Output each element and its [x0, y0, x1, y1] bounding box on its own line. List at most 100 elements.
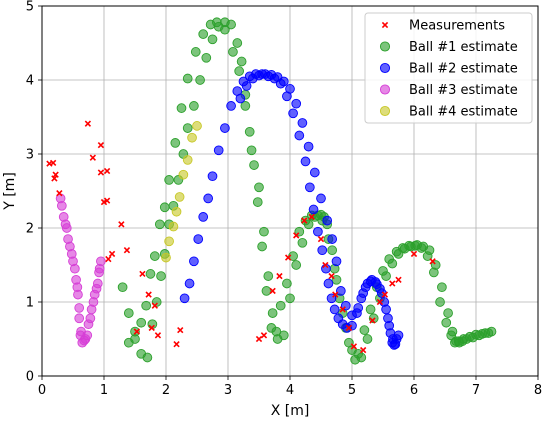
ball-2-estimate-point: [295, 131, 304, 140]
ball-1-estimate-point: [276, 301, 285, 310]
ball-3-estimate-point: [89, 298, 98, 307]
ball-2-estimate-point: [194, 235, 203, 244]
ball-1-estimate-point: [250, 161, 259, 170]
ball-2-estimate-point: [199, 213, 208, 222]
ball-1-estimate-point: [484, 329, 493, 338]
ball-3-estimate-point: [86, 314, 95, 323]
ball-2-estimate-point: [289, 109, 298, 118]
x-tick-label: 6: [410, 383, 418, 398]
ball-3-estimate-point: [73, 283, 82, 292]
ball-1-estimate-point: [264, 272, 273, 281]
ball-1-estimate-point: [283, 279, 292, 288]
ball-1-estimate-point: [268, 309, 277, 318]
ball-2-estimate-point: [328, 235, 337, 244]
ball-2-estimate-point: [318, 246, 327, 255]
ball-1-estimate-point: [438, 283, 447, 292]
ball-4-estimate-point: [179, 170, 188, 179]
ball-1-estimate-point: [212, 18, 221, 27]
ball-2-estimate-point: [317, 194, 326, 203]
ball-1-estimate-point: [196, 76, 205, 85]
ball-2-estimate-point: [208, 172, 217, 181]
ball-1-estimate-point: [221, 25, 230, 34]
ball-1-estimate-point: [262, 287, 271, 296]
ball-2-estimate-point: [314, 227, 323, 236]
ball-2-estimate-point: [305, 183, 314, 192]
ball-1-estimate-point: [177, 104, 186, 113]
y-tick-label: 0: [26, 370, 34, 385]
ball-1-estimate-point: [260, 227, 269, 236]
ball-2-estimate-point: [190, 257, 199, 266]
ball-4-estimate-point: [193, 121, 202, 130]
y-tick-label: 3: [26, 148, 34, 163]
ball-1-estimate-point: [229, 47, 238, 56]
ball-1-estimate-point: [442, 318, 451, 327]
x-tick-label: 8: [534, 383, 542, 398]
ball-1-estimate-point: [245, 127, 254, 136]
ball-1-estimate-point: [183, 74, 192, 83]
x-tick-label: 0: [38, 383, 46, 398]
ball-1-estimate-point: [190, 102, 199, 111]
ball-1-estimate-point: [202, 53, 211, 62]
legend-label: Ball #1 estimate: [409, 40, 518, 55]
ball-2-estimate-point: [348, 311, 357, 320]
ball-1-estimate-point: [429, 268, 438, 277]
ball-1-estimate-point: [379, 267, 388, 276]
ball-1-estimate-point: [124, 338, 133, 347]
ball-1-estimate-point: [385, 255, 394, 264]
ball-2-estimate-point: [279, 77, 288, 86]
ball-1-estimate-point: [292, 261, 301, 270]
ball-3-estimate-point: [83, 331, 92, 340]
ball-2-estimate-point: [310, 168, 319, 177]
legend-label: Measurements: [409, 19, 505, 34]
ball-1-estimate-point: [436, 298, 445, 307]
ball-2-estimate-point: [236, 94, 245, 103]
ball-2-estimate-point: [286, 84, 295, 93]
ball-1-estimate-point: [298, 238, 307, 247]
ball-2-estimate-point: [292, 99, 301, 108]
ball-1-estimate-point: [143, 353, 152, 362]
ball-1-estimate-point: [142, 301, 151, 310]
ball-1-estimate-point: [237, 57, 246, 66]
ball-2-estimate-point: [377, 289, 386, 298]
ball-3-estimate-point: [67, 250, 76, 259]
ball-2-estimate-point: [324, 279, 333, 288]
ball-1-estimate-point: [328, 246, 337, 255]
ball-3-estimate-point: [95, 264, 104, 273]
ball-1-estimate-point: [191, 47, 200, 56]
ball-2-estimate-point: [304, 142, 313, 151]
y-tick-label: 4: [26, 74, 34, 89]
ball-2-estimate-point: [185, 279, 194, 288]
ball-4-estimate-point: [165, 237, 174, 246]
ball-1-estimate-point: [146, 269, 155, 278]
ball-1-estimate-point: [155, 220, 164, 229]
ball-1-estimate-point: [253, 198, 262, 207]
ball-3-estimate-point: [61, 220, 70, 229]
ball-2-estimate-point: [336, 287, 345, 296]
legend: MeasurementsBall #1 estimateBall #2 esti…: [365, 13, 532, 123]
x-axis-label: X [m]: [271, 403, 310, 419]
ball-1-estimate-point: [286, 294, 295, 303]
x-tick-label: 1: [100, 383, 108, 398]
ball-1-estimate-point: [171, 139, 180, 148]
ball-3-estimate-point: [70, 264, 79, 273]
ball-3-estimate-point: [75, 304, 84, 313]
ball-1-estimate-point: [233, 39, 242, 48]
legend-label: Ball #4 estimate: [409, 105, 518, 120]
y-tick-label: 5: [26, 0, 34, 15]
x-tick-label: 2: [162, 383, 170, 398]
ball-4-estimate-point: [162, 253, 171, 262]
ball-2-estimate-point: [309, 205, 318, 214]
ball-2-estimate-point: [242, 82, 251, 91]
ball-4-estimate-point: [183, 156, 192, 165]
ball-2-estimate-point: [204, 194, 213, 203]
ball-4-estimate-point: [172, 207, 181, 216]
ball-1-estimate-point: [160, 203, 169, 212]
ball-1-estimate-point: [360, 326, 369, 335]
ball-1-estimate-point: [247, 146, 256, 155]
ball-1-estimate-point: [208, 35, 217, 44]
legend-label: Ball #3 estimate: [409, 83, 518, 98]
ball-1-estimate-point: [258, 242, 267, 251]
ball-1-estimate-point: [366, 305, 375, 314]
ball-1-estimate-point: [165, 176, 174, 185]
